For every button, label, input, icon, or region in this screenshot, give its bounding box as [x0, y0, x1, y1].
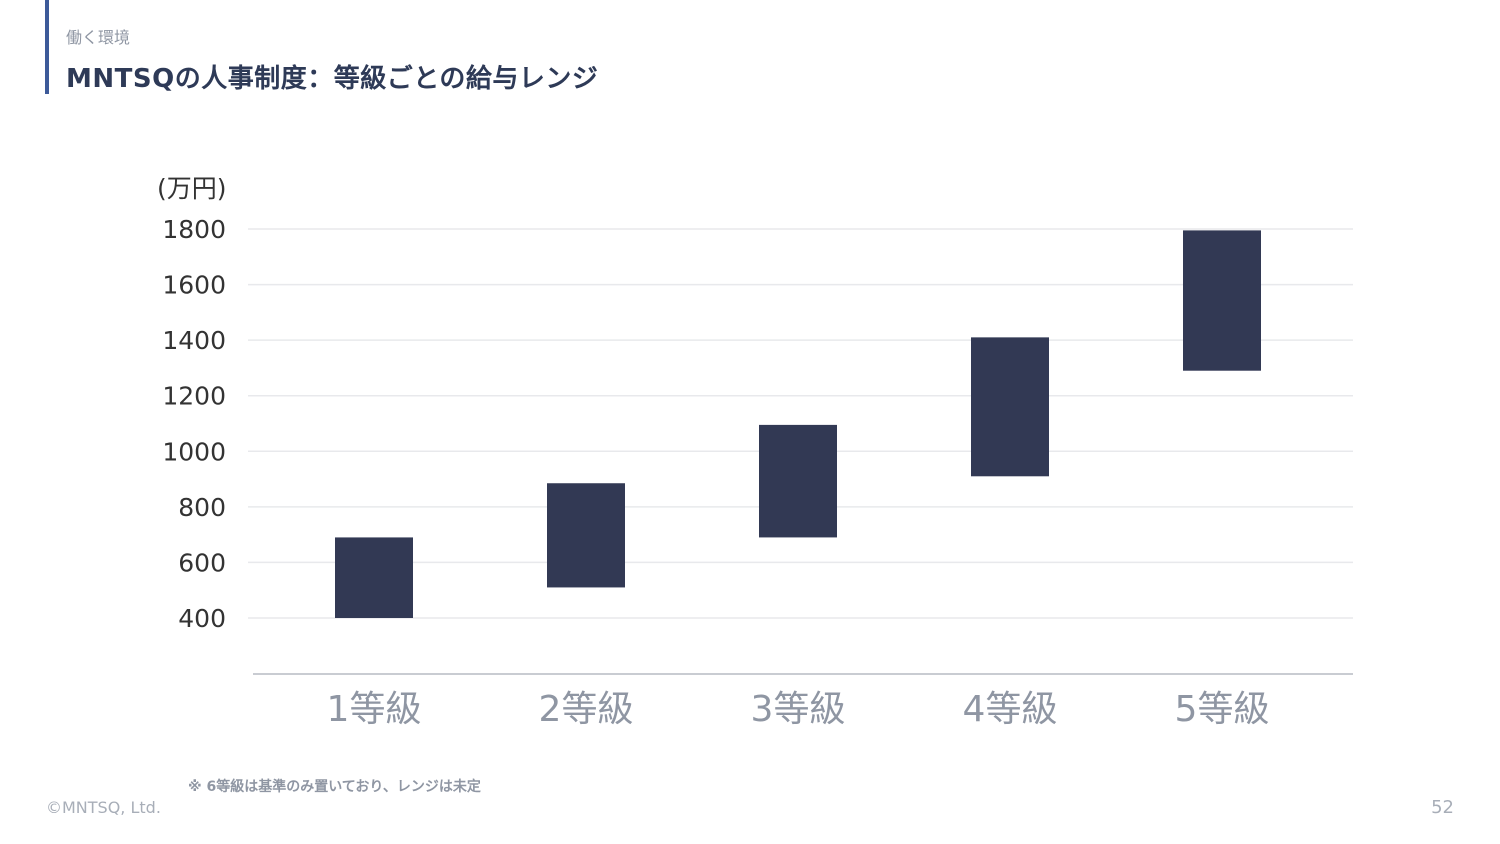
range-bar-5 [1183, 230, 1261, 371]
y-tick-labels: 400 600 800 1000 1200 1400 1600 1800 [162, 215, 226, 633]
section-label: 働く環境 [66, 28, 131, 47]
page-number: 52 [1431, 797, 1454, 818]
title-accent-bar [45, 0, 49, 94]
y-tick-label: 600 [178, 548, 226, 577]
y-tick-label: 800 [178, 493, 226, 522]
x-tick-label: 5等級 [1175, 689, 1270, 730]
x-tick-labels: 1等級 2等級 3等級 4等級 5等級 [327, 689, 1270, 730]
y-tick-label: 1200 [162, 382, 226, 411]
range-bar-3 [759, 424, 837, 538]
y-unit-label: (万円) [157, 174, 227, 203]
range-bar-2 [547, 483, 625, 588]
x-tick-label: 1等級 [327, 689, 422, 730]
x-tick-label: 3等級 [751, 689, 846, 730]
range-bars [335, 230, 1261, 618]
range-bar-1 [335, 537, 413, 618]
y-tick-label: 1800 [162, 215, 226, 244]
range-bar-4 [971, 337, 1049, 477]
y-tick-label: 400 [178, 604, 226, 633]
y-tick-label: 1000 [162, 437, 226, 466]
x-tick-label: 2等級 [539, 689, 634, 730]
x-tick-label: 4等級 [963, 689, 1058, 730]
copyright: ©MNTSQ, Ltd. [46, 798, 161, 817]
page-title: MNTSQの人事制度：等級ごとの給与レンジ [66, 64, 599, 94]
footnote: ※ 6等級は基準のみ置いており、レンジは未定 [188, 779, 481, 795]
y-tick-label: 1400 [162, 326, 226, 355]
y-tick-label: 1600 [162, 271, 226, 300]
